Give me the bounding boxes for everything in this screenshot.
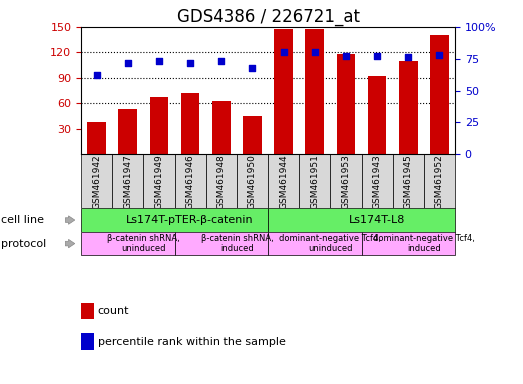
Text: GSM461952: GSM461952 — [435, 154, 444, 209]
Text: cell line: cell line — [1, 215, 44, 225]
Text: count: count — [98, 306, 129, 316]
Text: GSM461951: GSM461951 — [310, 154, 319, 209]
Bar — [361, 232, 455, 255]
Bar — [181, 93, 199, 154]
Bar — [112, 154, 143, 208]
Text: GSM461943: GSM461943 — [372, 154, 382, 209]
Point — [155, 58, 163, 65]
Text: dominant-negative Tcf4,
uninduced: dominant-negative Tcf4, uninduced — [279, 234, 381, 253]
Text: GSM461944: GSM461944 — [279, 154, 288, 209]
Bar — [81, 232, 175, 255]
Point — [279, 49, 288, 55]
Title: GDS4386 / 226721_at: GDS4386 / 226721_at — [177, 8, 359, 26]
Text: protocol: protocol — [1, 238, 47, 248]
Text: GSM461947: GSM461947 — [123, 154, 132, 209]
Text: GSM461948: GSM461948 — [217, 154, 226, 209]
Text: GSM461942: GSM461942 — [92, 154, 101, 209]
Text: GSM461946: GSM461946 — [186, 154, 195, 209]
Text: GSM461953: GSM461953 — [342, 154, 350, 209]
Point — [217, 58, 225, 65]
Bar — [305, 28, 324, 154]
Point — [123, 60, 132, 66]
Text: Ls174T-L8: Ls174T-L8 — [349, 215, 405, 225]
Point — [248, 65, 257, 71]
Bar — [143, 154, 175, 208]
Point — [435, 52, 444, 58]
Bar — [206, 154, 237, 208]
Text: dominant-negative Tcf4,
induced: dominant-negative Tcf4, induced — [373, 234, 475, 253]
Bar — [175, 232, 268, 255]
Bar — [361, 154, 393, 208]
Bar — [81, 208, 268, 232]
Bar — [118, 109, 137, 154]
Bar — [150, 96, 168, 154]
Text: β-catenin shRNA,
uninduced: β-catenin shRNA, uninduced — [107, 234, 180, 253]
Text: β-catenin shRNA,
induced: β-catenin shRNA, induced — [200, 234, 273, 253]
Bar — [268, 232, 361, 255]
Point — [373, 53, 381, 59]
Bar — [212, 101, 231, 154]
Bar — [424, 154, 455, 208]
Bar — [175, 154, 206, 208]
Bar — [299, 154, 331, 208]
Point — [93, 72, 101, 78]
Bar — [268, 154, 299, 208]
Bar — [81, 154, 112, 208]
Bar — [268, 208, 455, 232]
Bar — [368, 76, 386, 154]
Bar — [337, 54, 355, 154]
Text: percentile rank within the sample: percentile rank within the sample — [98, 337, 286, 347]
Bar — [237, 154, 268, 208]
Text: GSM461945: GSM461945 — [404, 154, 413, 209]
Bar — [243, 116, 262, 154]
Point — [404, 55, 413, 61]
Bar — [87, 122, 106, 154]
Bar — [274, 28, 293, 154]
Bar — [399, 61, 417, 154]
Bar — [331, 154, 361, 208]
Bar — [393, 154, 424, 208]
Text: GSM461950: GSM461950 — [248, 154, 257, 209]
Point — [311, 49, 319, 55]
Point — [342, 53, 350, 59]
Text: GSM461949: GSM461949 — [154, 154, 164, 209]
Point — [186, 60, 195, 66]
Text: Ls174T-pTER-β-catenin: Ls174T-pTER-β-catenin — [127, 215, 254, 225]
Bar — [430, 35, 449, 154]
